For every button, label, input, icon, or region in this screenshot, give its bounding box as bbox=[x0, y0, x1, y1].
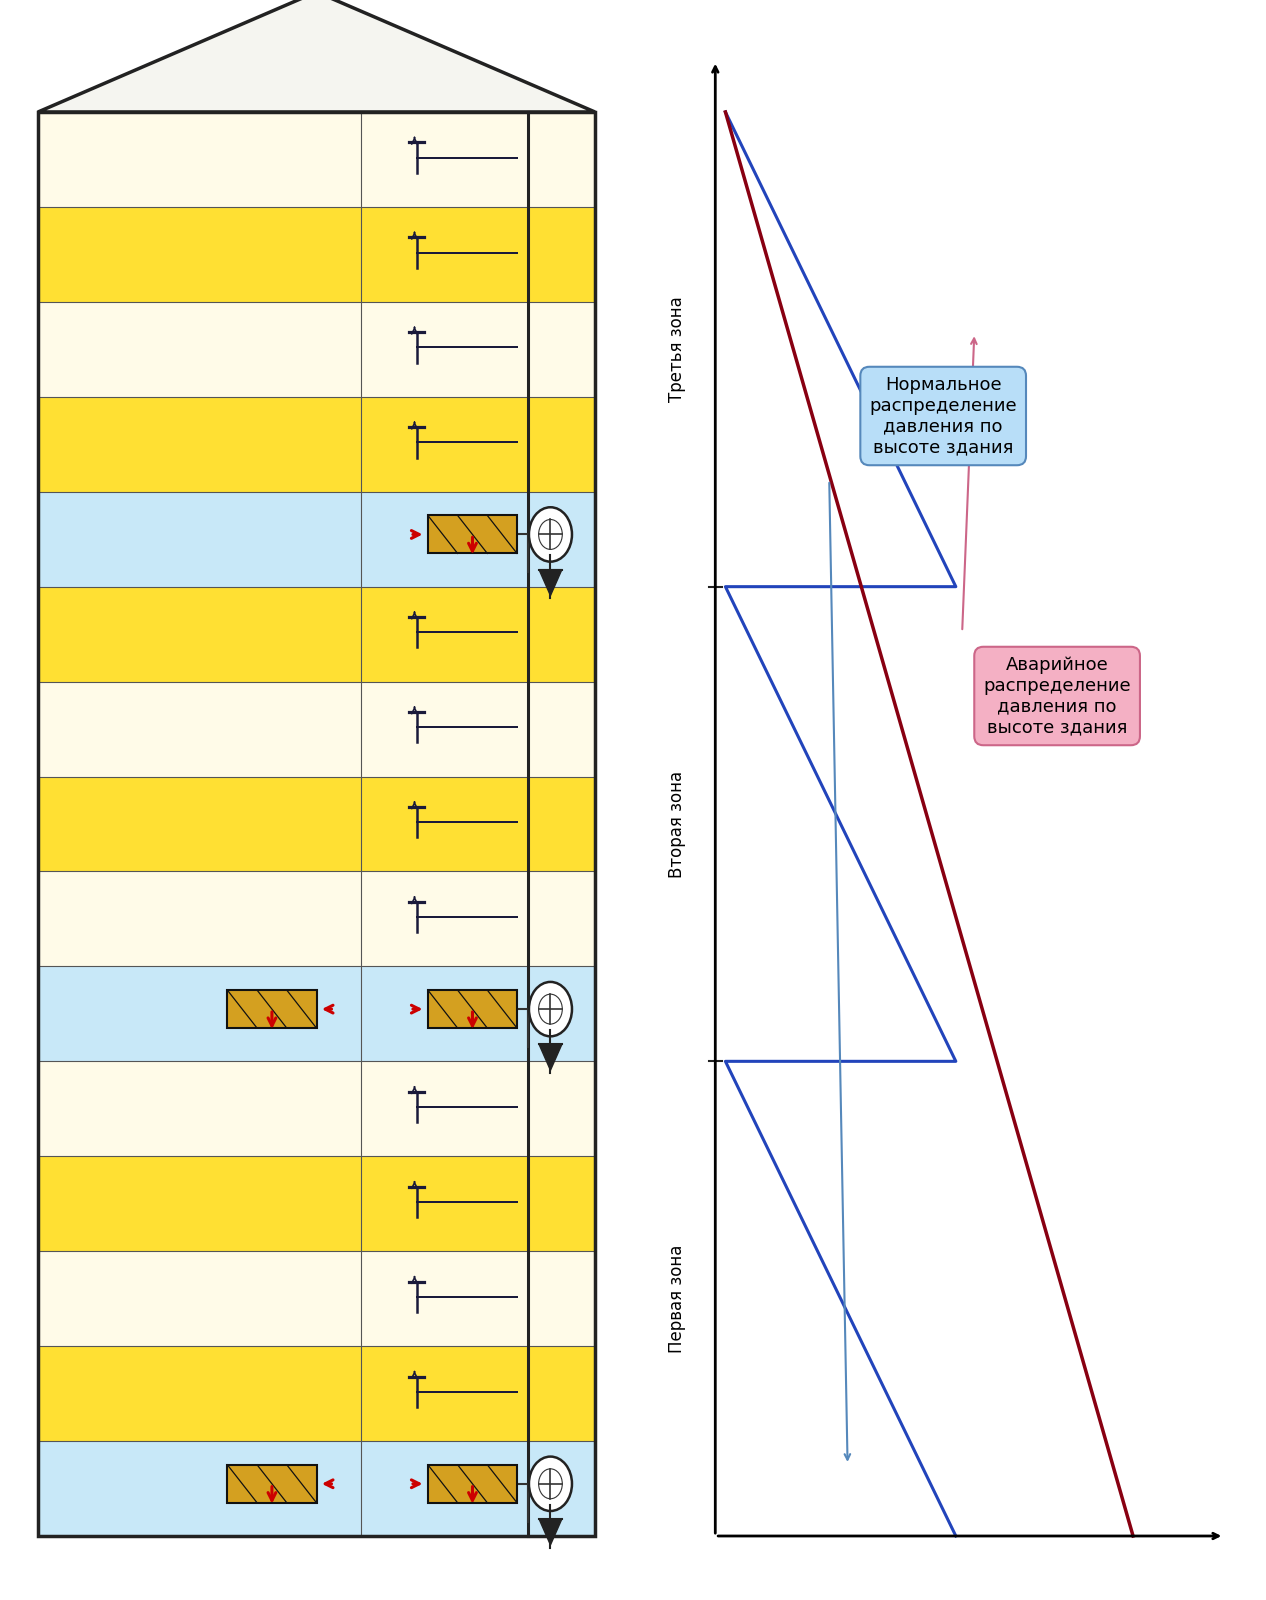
Bar bbox=[38, 491, 595, 587]
Polygon shape bbox=[539, 1518, 562, 1546]
Circle shape bbox=[529, 982, 572, 1037]
Text: Вторая зона: Вторая зона bbox=[668, 771, 686, 877]
Bar bbox=[228, 1466, 316, 1502]
Bar bbox=[228, 990, 316, 1029]
Bar bbox=[38, 1442, 595, 1536]
Bar bbox=[38, 682, 595, 776]
Bar bbox=[428, 1466, 517, 1502]
Text: Нормальное
распределение
давления по
высоте здания: Нормальное распределение давления по выс… bbox=[870, 376, 1017, 456]
Text: Первая зона: Первая зона bbox=[668, 1245, 686, 1354]
Bar bbox=[38, 872, 595, 966]
Circle shape bbox=[529, 507, 572, 562]
Bar bbox=[38, 776, 595, 872]
Bar bbox=[428, 515, 517, 554]
Polygon shape bbox=[38, 0, 595, 112]
Text: Аварийное
распределение
давления по
высоте здания: Аварийное распределение давления по высо… bbox=[984, 656, 1131, 736]
Bar bbox=[38, 206, 595, 302]
Bar bbox=[38, 1346, 595, 1442]
Bar bbox=[38, 966, 595, 1061]
Bar bbox=[38, 397, 595, 491]
Bar bbox=[38, 112, 595, 206]
Bar bbox=[38, 1157, 595, 1251]
Polygon shape bbox=[539, 1045, 562, 1070]
Bar bbox=[38, 1061, 595, 1157]
Bar bbox=[38, 1251, 595, 1346]
Bar bbox=[38, 112, 595, 1536]
Circle shape bbox=[529, 1456, 572, 1510]
Text: Третья зона: Третья зона bbox=[668, 296, 686, 402]
Bar bbox=[428, 990, 517, 1029]
Bar bbox=[38, 587, 595, 682]
Bar bbox=[38, 302, 595, 397]
Polygon shape bbox=[539, 570, 562, 595]
